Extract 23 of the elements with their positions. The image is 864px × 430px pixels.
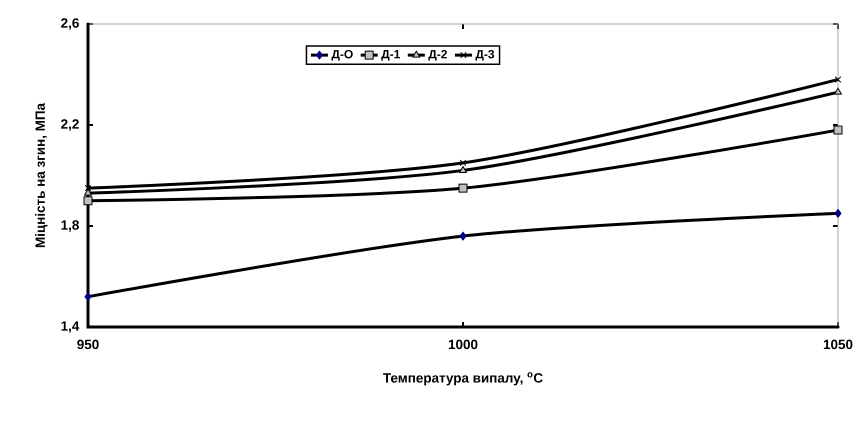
point	[84, 292, 92, 302]
legend-label: Д-О	[332, 50, 353, 61]
x-axis-title: Температура випалу, $^{o}$C	[383, 372, 543, 386]
y-axis-title: Міцність на згин, МПа	[35, 102, 48, 248]
y-tick-label: 2,6	[61, 18, 79, 30]
point	[834, 208, 842, 218]
x-tick-label: 1000	[448, 340, 478, 350]
y-tick-label: 1,4	[61, 321, 80, 333]
y-tick-label: 1,8	[61, 220, 79, 232]
legend-label: Д-3	[476, 50, 494, 61]
point	[84, 196, 92, 206]
legend-label: Д-2	[428, 50, 447, 61]
y-tick-label: 2,2	[61, 119, 79, 131]
x-tick-label: 1050	[824, 340, 852, 350]
point	[460, 160, 466, 166]
point	[834, 126, 842, 135]
point	[834, 88, 842, 95]
point	[458, 184, 468, 193]
point	[459, 166, 467, 173]
point	[834, 76, 842, 83]
point	[460, 232, 466, 241]
x-tick-label: 950	[77, 340, 99, 350]
legend-label: Д-1	[381, 50, 400, 61]
